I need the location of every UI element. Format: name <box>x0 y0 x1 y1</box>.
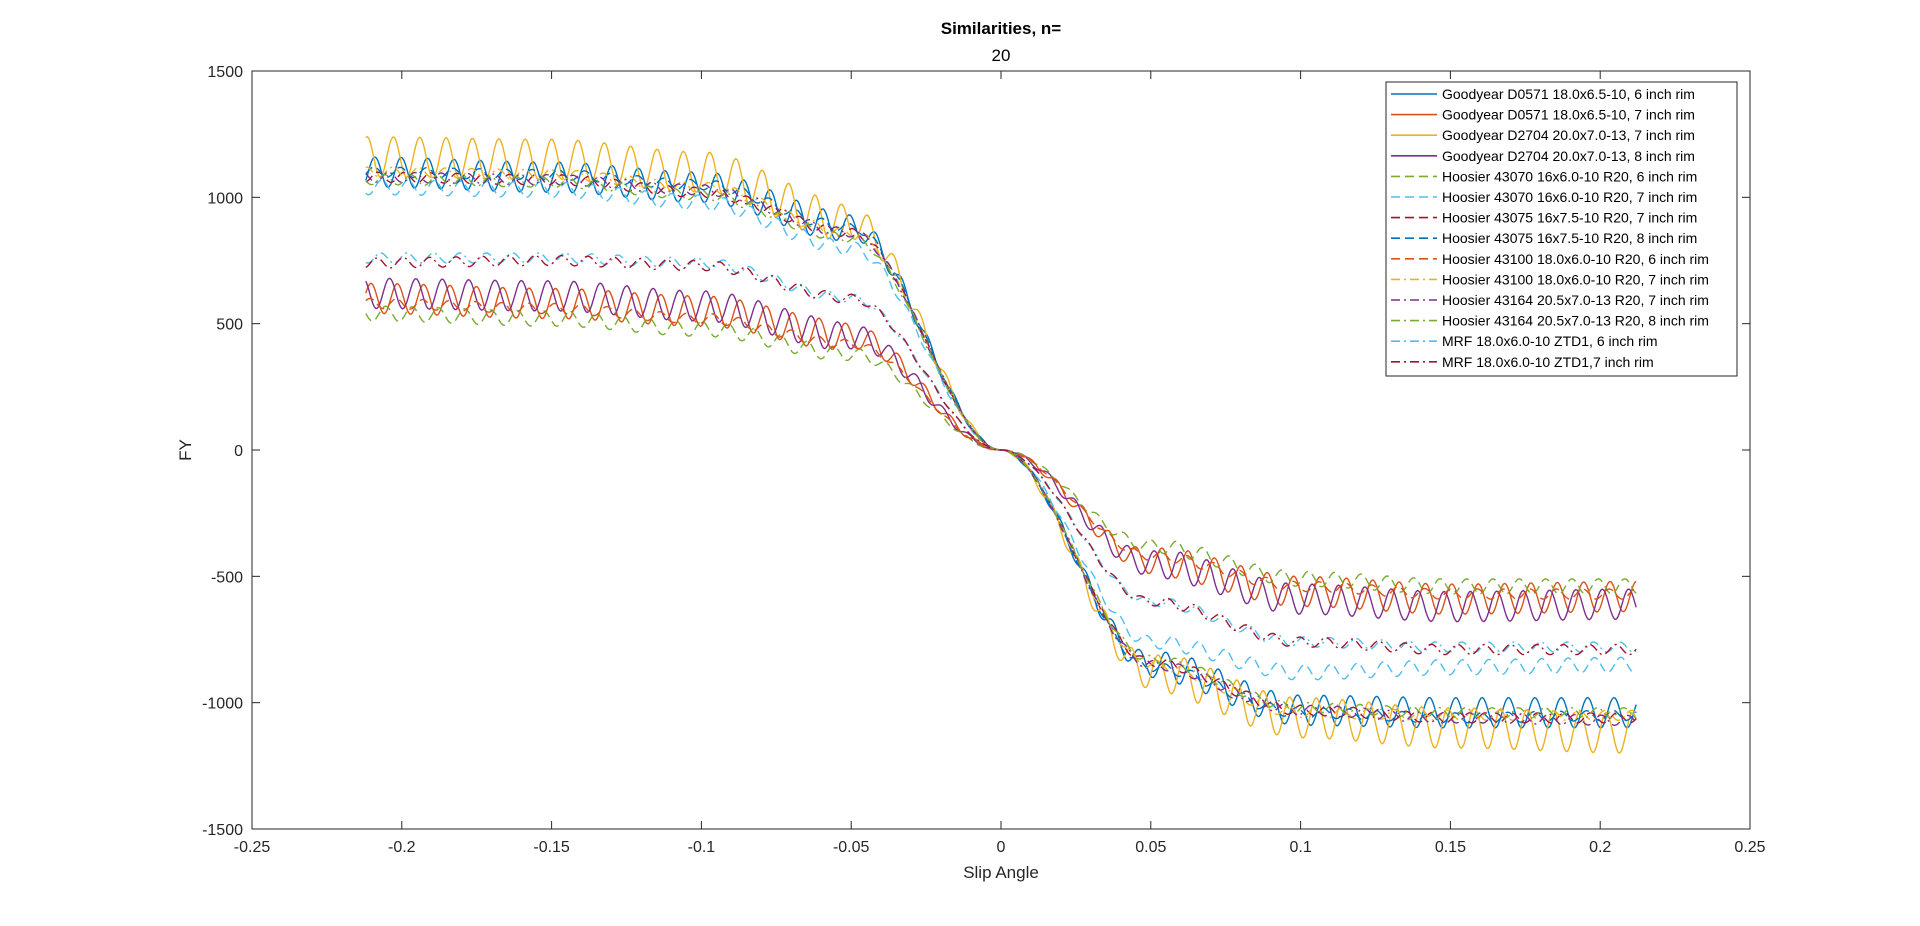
y-tick-label: 500 <box>216 317 243 334</box>
y-tick-label: 1000 <box>207 190 243 207</box>
legend-entry: Hoosier 43075 16x7.5-10 R20, 7 inch rim <box>1442 210 1697 226</box>
legend-entry: MRF 18.0x6.0-10 ZTD1, 6 inch rim <box>1442 333 1658 349</box>
legend-entry: MRF 18.0x6.0-10 ZTD1,7 inch rim <box>1442 354 1654 370</box>
series-line <box>365 178 1637 681</box>
x-tick-label: 0 <box>997 839 1006 856</box>
x-tick-label: -0.1 <box>688 839 716 856</box>
legend-entry: Goodyear D2704 20.0x7.0-13, 8 inch rim <box>1442 148 1695 164</box>
y-tick-label: -1500 <box>202 822 243 839</box>
y-axis-label: FY <box>176 439 195 461</box>
legend: Goodyear D0571 18.0x6.5-10, 6 inch rim Go… <box>1385 81 1738 377</box>
chart-title: Similarities, n= <box>941 19 1062 38</box>
data-layer <box>365 135 1637 754</box>
chart-subtitle: 20 <box>992 46 1011 65</box>
x-tick-label: -0.05 <box>833 839 870 856</box>
legend-entry: Goodyear D0571 18.0x6.5-10, 7 inch rim <box>1442 107 1695 123</box>
series-line <box>365 173 1637 719</box>
x-tick-label: -0.2 <box>388 839 416 856</box>
legend-entry: Hoosier 43070 16x6.0-10 R20, 7 inch rim <box>1442 189 1697 205</box>
legend-entry: Hoosier 43100 18.0x6.0-10 R20, 7 inch ri… <box>1442 271 1709 287</box>
tick-layer: -0.25 -0.2 -0.15 -0.1 -0.05 0 0.05 0.1 0.15 0.2 0.… <box>202 64 1766 856</box>
x-tick-label: -0.15 <box>533 839 570 856</box>
x-tick-label: 0.2 <box>1589 839 1611 856</box>
legend-entry: Goodyear D0571 18.0x6.5-10, 6 inch rim <box>1442 86 1695 102</box>
legend-entry: Hoosier 43070 16x6.0-10 R20, 6 inch rim <box>1442 168 1697 184</box>
series-line <box>365 297 1637 600</box>
legend-entry: Goodyear D2704 20.0x7.0-13, 7 inch rim <box>1442 127 1695 143</box>
legend-entry: Hoosier 43100 18.0x6.0-10 R20, 6 inch ri… <box>1442 251 1709 267</box>
series-line <box>365 171 1637 727</box>
legend-box <box>1385 81 1738 377</box>
legend-entry: Hoosier 43075 16x7.5-10 R20, 8 inch rim <box>1442 230 1697 246</box>
y-tick-label: -500 <box>211 569 243 586</box>
x-tick-label: 0.1 <box>1289 839 1311 856</box>
legend-entry: Hoosier 43164 20.5x7.0-13 R20, 8 inch ri… <box>1442 313 1709 329</box>
x-tick-label: 0.25 <box>1734 839 1765 856</box>
x-tick-label: 0.05 <box>1135 839 1166 856</box>
x-tick-label: 0.15 <box>1435 839 1466 856</box>
series-line <box>365 254 1637 656</box>
x-axis-label: Slip Angle <box>963 863 1039 882</box>
y-tick-label: 1500 <box>207 64 243 81</box>
legend-entry: Hoosier 43164 20.5x7.0-13 R20, 7 inch ri… <box>1442 292 1709 308</box>
series-line <box>365 166 1637 722</box>
y-tick-label: -1000 <box>202 696 243 713</box>
y-tick-label: 0 <box>234 443 243 460</box>
x-tick-label: -0.25 <box>234 839 271 856</box>
